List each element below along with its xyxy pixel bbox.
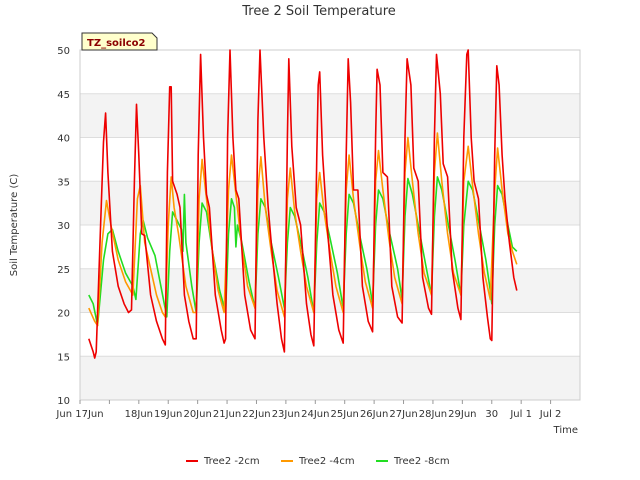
plot-band bbox=[80, 93, 580, 138]
series-line bbox=[88, 49, 518, 359]
plot-band bbox=[80, 137, 580, 182]
x-tick-label: 28Jun bbox=[419, 409, 447, 420]
site-badge-box bbox=[81, 32, 158, 51]
y-tick-label: 30 bbox=[57, 221, 70, 232]
site-badge: TZ_soilco2 bbox=[81, 32, 158, 51]
y-axis-title: Soil Temperature (C) bbox=[9, 174, 20, 277]
x-tick-label: 27Jun bbox=[389, 409, 417, 420]
x-tick-label: 18Jun bbox=[125, 409, 153, 420]
x-tick-label: 23Jun bbox=[272, 409, 300, 420]
plot-band bbox=[80, 312, 580, 357]
y-tick-label: 50 bbox=[57, 46, 70, 57]
legend: Tree2 -2cm Tree2 -4cm Tree2 -8cm bbox=[186, 456, 450, 467]
y-tick-label: 25 bbox=[57, 265, 70, 276]
x-tick-label: 20Jun bbox=[183, 409, 211, 420]
x-axis-ticks: Jun 17Jun 18Jun 19Jun 20Jun 21Jun 22Jun 23Jun 2… bbox=[55, 400, 561, 420]
x-tick-label: 26Jun bbox=[360, 409, 388, 420]
x-tick-label: 29Jun bbox=[448, 409, 476, 420]
chart-title: Tree 2 Soil Temperature bbox=[241, 4, 396, 19]
plot-band bbox=[80, 50, 580, 94]
y-axis-ticks: 10 15 20 25 30 35 40 45 50 bbox=[57, 46, 70, 407]
x-tick-label: 22Jun bbox=[242, 409, 270, 420]
x-tick-label: 19Jun bbox=[154, 409, 182, 420]
x-axis-title: Time bbox=[553, 425, 578, 436]
y-tick-label: 35 bbox=[57, 177, 70, 188]
x-tick-label: Jul 2 bbox=[539, 409, 562, 420]
legend-label: Tree2 -4cm bbox=[298, 456, 355, 467]
site-badge-label: TZ_soilco2 bbox=[87, 38, 146, 49]
y-tick-label: 15 bbox=[57, 352, 70, 363]
legend-label: Tree2 -8cm bbox=[393, 456, 450, 467]
plot-band bbox=[80, 268, 580, 313]
x-tick-label: 25Jun bbox=[331, 409, 359, 420]
y-tick-label: 45 bbox=[57, 90, 70, 101]
x-tick-label: Jul 1 bbox=[509, 409, 532, 420]
legend-label: Tree2 -2cm bbox=[203, 456, 260, 467]
y-tick-label: 40 bbox=[57, 134, 70, 145]
y-tick-label: 20 bbox=[57, 309, 70, 320]
x-tick-label: Jun 17Jun bbox=[55, 409, 103, 420]
y-tick-label: 10 bbox=[57, 396, 70, 407]
series-lines bbox=[88, 49, 518, 359]
plot-band bbox=[80, 356, 580, 400]
series-line bbox=[88, 132, 518, 327]
plot-area-border bbox=[79, 49, 581, 401]
x-tick-label: 24Jun bbox=[301, 409, 329, 420]
x-tick-label: 21Jun bbox=[213, 409, 241, 420]
x-tick-label: 30 bbox=[485, 409, 498, 420]
